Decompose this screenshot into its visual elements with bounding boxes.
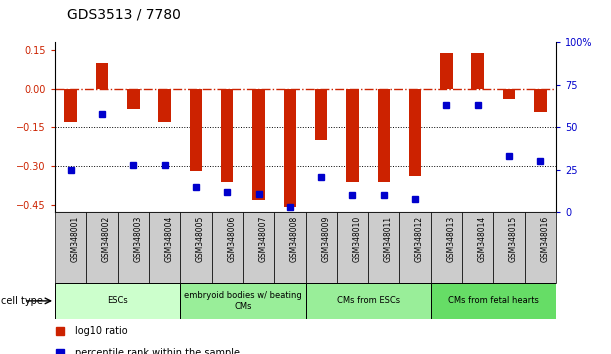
Text: GSM348006: GSM348006 [227, 216, 236, 262]
Text: GSM348007: GSM348007 [258, 216, 268, 262]
Bar [211, 212, 243, 283]
Bar [158, 89, 171, 122]
Bar [284, 89, 296, 207]
Bar [315, 89, 327, 140]
Bar [86, 212, 117, 283]
Text: GSM348011: GSM348011 [384, 216, 393, 262]
Text: cell type: cell type [1, 296, 43, 306]
Text: embryoid bodies w/ beating
CMs: embryoid bodies w/ beating CMs [184, 291, 302, 310]
Bar [55, 283, 180, 319]
Text: GSM348005: GSM348005 [196, 216, 205, 262]
Text: GSM348015: GSM348015 [509, 216, 518, 262]
Bar [337, 212, 368, 283]
Bar [127, 89, 139, 109]
Bar [503, 89, 515, 99]
Text: CMs from fetal hearts: CMs from fetal hearts [448, 296, 539, 306]
Bar [180, 283, 306, 319]
Text: GSM348016: GSM348016 [540, 216, 549, 262]
Bar [462, 212, 494, 283]
Text: CMs from ESCs: CMs from ESCs [337, 296, 400, 306]
Text: GSM348008: GSM348008 [290, 216, 299, 262]
Bar [409, 89, 422, 176]
Bar [274, 212, 306, 283]
Text: GSM348001: GSM348001 [71, 216, 79, 262]
Bar [180, 212, 211, 283]
Text: GDS3513 / 7780: GDS3513 / 7780 [67, 7, 181, 21]
Bar [149, 212, 180, 283]
Bar [378, 89, 390, 182]
Bar [117, 212, 149, 283]
Text: GSM348012: GSM348012 [415, 216, 424, 262]
Bar [306, 212, 337, 283]
Text: GSM348004: GSM348004 [164, 216, 174, 262]
Text: GSM348003: GSM348003 [133, 216, 142, 262]
Bar [189, 89, 202, 171]
Bar [243, 212, 274, 283]
Bar [346, 89, 359, 182]
Bar [368, 212, 400, 283]
Text: GSM348002: GSM348002 [102, 216, 111, 262]
Bar [534, 89, 547, 112]
Bar [431, 283, 556, 319]
Bar [400, 212, 431, 283]
Text: GSM348013: GSM348013 [447, 216, 455, 262]
Bar [221, 89, 233, 182]
Text: ESCs: ESCs [108, 296, 128, 306]
Text: GSM348014: GSM348014 [478, 216, 487, 262]
Bar [55, 212, 86, 283]
Text: GSM348009: GSM348009 [321, 216, 330, 262]
Bar [493, 212, 525, 283]
Text: GSM348010: GSM348010 [353, 216, 362, 262]
Bar [472, 53, 484, 89]
Bar [525, 212, 556, 283]
Bar [431, 212, 462, 283]
Bar [252, 89, 265, 200]
Bar [306, 283, 431, 319]
Bar [96, 63, 108, 89]
Bar [440, 53, 453, 89]
Bar [64, 89, 77, 122]
Text: percentile rank within the sample: percentile rank within the sample [75, 348, 240, 354]
Text: log10 ratio: log10 ratio [75, 326, 128, 336]
